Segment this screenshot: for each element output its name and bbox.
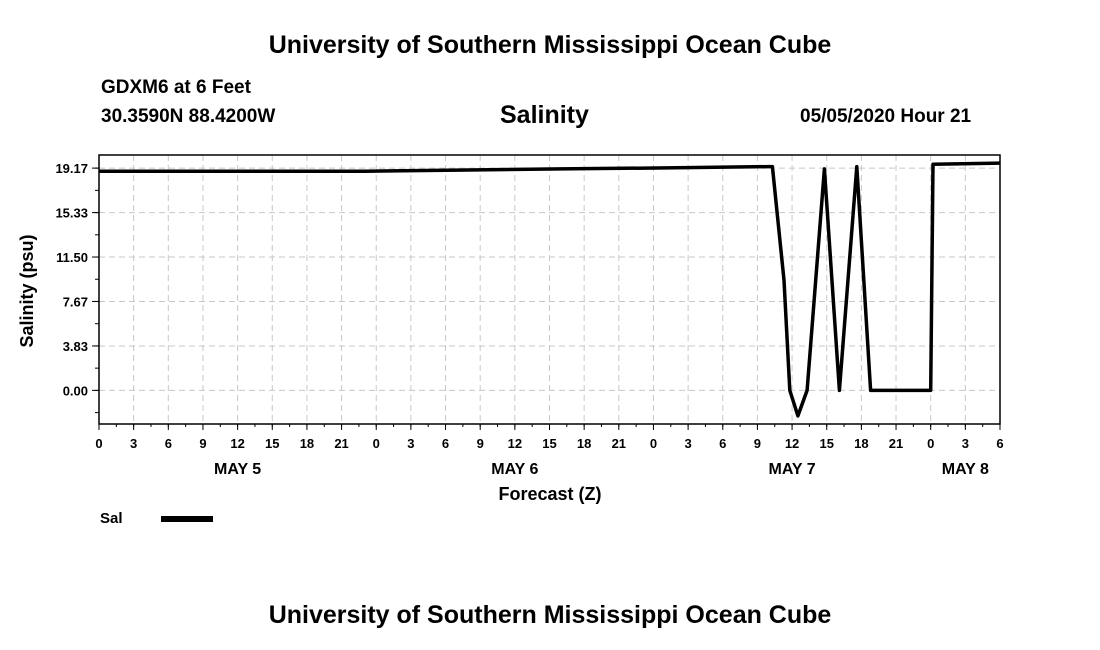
x-tick-label: 15	[819, 436, 833, 451]
x-tick-label: 18	[854, 436, 868, 451]
series-line-sal	[99, 161, 1001, 418]
x-day-label: MAY 5	[214, 461, 261, 478]
station-name: GDXM6 at 6 Feet	[101, 77, 251, 98]
x-tick-label: 3	[130, 436, 137, 451]
x-tick-label: 0	[95, 436, 102, 451]
x-axis: 0 3 6 9 12 15 18 21 0 3 6 9 12 15 18 21 0 3 6 9 12 15 18 21 0 3 6M…	[95, 424, 1004, 478]
footer-title: University of Southern Mississippi Ocean…	[268, 601, 832, 629]
x-tick-label: 9	[199, 436, 206, 451]
x-tick-label: 21	[889, 436, 903, 451]
x-tick-label: 12	[508, 436, 522, 451]
x-day-label: MAY 6	[491, 461, 538, 478]
y-tick-label: 19.17	[55, 161, 88, 176]
y-tick-label: 7.67	[63, 294, 88, 309]
x-tick-label: 18	[300, 436, 314, 451]
plot-frame	[98, 154, 1001, 425]
y-tick-label: 0.00	[63, 383, 88, 398]
y-axis: 0.00 3.83 7.67 11.50 15.33 19.17	[55, 161, 99, 414]
x-tick-label: 3	[684, 436, 691, 451]
x-tick-label: 0	[373, 436, 380, 451]
x-tick-label: 15	[542, 436, 556, 451]
x-tick-label: 12	[785, 436, 799, 451]
x-tick-label: 18	[577, 436, 591, 451]
y-tick-label: 3.83	[63, 339, 88, 354]
x-tick-label: 3	[962, 436, 969, 451]
x-axis-title: Forecast (Z)	[498, 484, 601, 504]
chart-series	[99, 161, 1001, 418]
x-tick-label: 6	[719, 436, 726, 451]
y-tick-label: 11.50	[56, 250, 88, 265]
legend-label-sal: Sal	[100, 510, 123, 527]
x-tick-label: 0	[650, 436, 657, 451]
x-tick-label: 6	[996, 436, 1003, 451]
x-tick-label: 12	[230, 436, 244, 451]
x-tick-label: 9	[477, 436, 484, 451]
x-tick-label: 6	[442, 436, 449, 451]
x-day-label: MAY 8	[942, 461, 989, 478]
x-tick-label: 6	[165, 436, 172, 451]
chart-title: Salinity	[500, 101, 589, 129]
station-coordinates: 30.3590N 88.4200W	[101, 106, 276, 127]
x-tick-label: 21	[334, 436, 348, 451]
x-tick-label: 21	[612, 436, 626, 451]
x-tick-label: 15	[265, 436, 279, 451]
x-day-label: MAY 7	[769, 461, 816, 478]
x-tick-label: 9	[754, 436, 761, 451]
x-tick-label: 3	[407, 436, 414, 451]
y-tick-label: 15.33	[55, 206, 88, 221]
y-axis-title: Salinity (psu)	[17, 234, 37, 347]
page-title: University of Southern Mississippi Ocean…	[268, 31, 832, 59]
forecast-timestamp: 05/05/2020 Hour 21	[800, 106, 972, 127]
legend-swatch-sal	[161, 516, 213, 522]
x-tick-label: 0	[927, 436, 934, 451]
